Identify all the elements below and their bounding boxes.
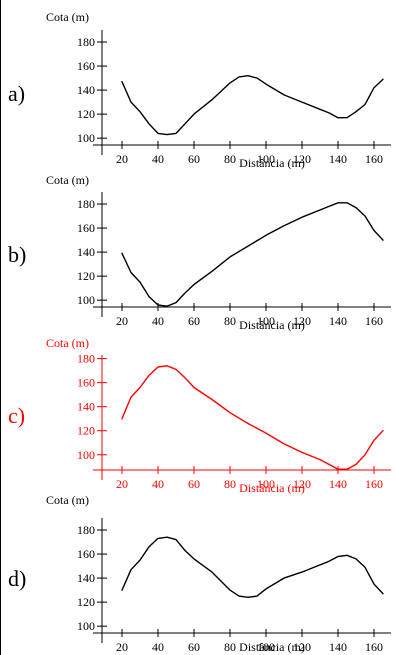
chart-c-y-axis-title: Cota (m) bbox=[46, 336, 89, 350]
chart-b-x-tick-label-140: 140 bbox=[329, 314, 347, 328]
chart-c-x-tick-label-100: 100 bbox=[257, 477, 275, 491]
chart-c-x-axis-title: Distância (m) bbox=[239, 481, 305, 495]
chart-a-x-tick-label-60: 60 bbox=[188, 152, 200, 166]
chart-c-y-tick-label-100: 100 bbox=[77, 448, 95, 462]
chart-a-x-tick-label-160: 160 bbox=[365, 152, 383, 166]
chart-b-y-tick-label-160: 160 bbox=[77, 221, 95, 235]
chart-b-x-tick-label-80: 80 bbox=[224, 314, 236, 328]
chart-b-x-tick-label-160: 160 bbox=[365, 314, 383, 328]
chart-d-x-tick-label-100: 100 bbox=[257, 640, 275, 654]
chart-c-x-tick-label-20: 20 bbox=[116, 477, 128, 491]
chart-a-y-tick-label-180: 180 bbox=[77, 35, 95, 49]
chart-d-x-axis-title: Distância (m) bbox=[239, 640, 305, 654]
chart-c-profile-line bbox=[121, 365, 384, 470]
left-border-line bbox=[0, 0, 1, 655]
chart-a-x-tick-label-20: 20 bbox=[116, 152, 128, 166]
chart-a-x-tick-label-100: 100 bbox=[257, 152, 275, 166]
chart-b-option-label: b) bbox=[8, 242, 26, 267]
chart-d-x-tick-label-140: 140 bbox=[329, 640, 347, 654]
chart-b-y-tick-label-180: 180 bbox=[77, 197, 95, 211]
chart-a-y-tick-label-120: 120 bbox=[77, 107, 95, 121]
chart-b-profile-line bbox=[121, 202, 384, 307]
chart-a-x-axis-title: Distância (m) bbox=[239, 156, 305, 170]
chart-b-y-tick-label-140: 140 bbox=[77, 245, 95, 259]
chart-c-x-tick-label-160: 160 bbox=[365, 477, 383, 491]
chart-d-x-tick-label-40: 40 bbox=[152, 640, 164, 654]
chart-b-y-tick-label-100: 100 bbox=[77, 293, 95, 307]
chart-d-x-tick-label-160: 160 bbox=[365, 640, 383, 654]
chart-a-option-label: a) bbox=[8, 81, 25, 106]
chart-a-y-tick-label-160: 160 bbox=[77, 59, 95, 73]
chart-b-x-tick-label-40: 40 bbox=[152, 314, 164, 328]
chart-c-x-tick-label-40: 40 bbox=[152, 477, 164, 491]
chart-d-x-tick-label-120: 120 bbox=[293, 640, 311, 654]
chart-b-y-tick-label-120: 120 bbox=[77, 269, 95, 283]
chart-d-x-tick-label-20: 20 bbox=[116, 640, 128, 654]
chart-d-x-tick-label-80: 80 bbox=[224, 640, 236, 654]
chart-d-y-tick-label-120: 120 bbox=[77, 595, 95, 609]
chart-c-x-tick-label-80: 80 bbox=[224, 477, 236, 491]
chart-d-y-tick-label-100: 100 bbox=[77, 619, 95, 633]
chart-b-x-axis-title: Distância (m) bbox=[239, 318, 305, 332]
chart-b-x-tick-label-100: 100 bbox=[257, 314, 275, 328]
chart-c-x-tick-label-140: 140 bbox=[329, 477, 347, 491]
chart-d-profile-line bbox=[121, 536, 384, 598]
chart-d-option-label: d) bbox=[8, 566, 26, 591]
chart-d-y-axis-title: Cota (m) bbox=[46, 493, 89, 507]
chart-c-option-label: c) bbox=[8, 403, 25, 428]
chart-d-y-tick-label-160: 160 bbox=[77, 547, 95, 561]
chart-b-y-axis-title: Cota (m) bbox=[46, 173, 89, 187]
chart-d-x-tick-label-60: 60 bbox=[188, 640, 200, 654]
chart-a-y-tick-label-100: 100 bbox=[77, 131, 95, 145]
chart-b-x-tick-label-120: 120 bbox=[293, 314, 311, 328]
chart-a-x-tick-label-120: 120 bbox=[293, 152, 311, 166]
chart-b-x-tick-label-60: 60 bbox=[188, 314, 200, 328]
chart-b-x-tick-label-20: 20 bbox=[116, 314, 128, 328]
chart-a-x-tick-label-80: 80 bbox=[224, 152, 236, 166]
chart-d-y-tick-label-180: 180 bbox=[77, 523, 95, 537]
chart-a-x-tick-label-140: 140 bbox=[329, 152, 347, 166]
chart-a-x-tick-label-40: 40 bbox=[152, 152, 164, 166]
chart-a-profile-line bbox=[121, 74, 384, 136]
chart-c-y-tick-label-180: 180 bbox=[77, 352, 95, 366]
chart-c-x-tick-label-120: 120 bbox=[293, 477, 311, 491]
chart-c-y-tick-label-160: 160 bbox=[77, 376, 95, 390]
chart-c-y-tick-label-140: 140 bbox=[77, 400, 95, 414]
chart-a-y-tick-label-140: 140 bbox=[77, 83, 95, 97]
chart-c-y-tick-label-120: 120 bbox=[77, 424, 95, 438]
chart-d-y-tick-label-140: 140 bbox=[77, 571, 95, 585]
chart-a-y-axis-title: Cota (m) bbox=[46, 10, 89, 24]
chart-c-x-tick-label-60: 60 bbox=[188, 477, 200, 491]
